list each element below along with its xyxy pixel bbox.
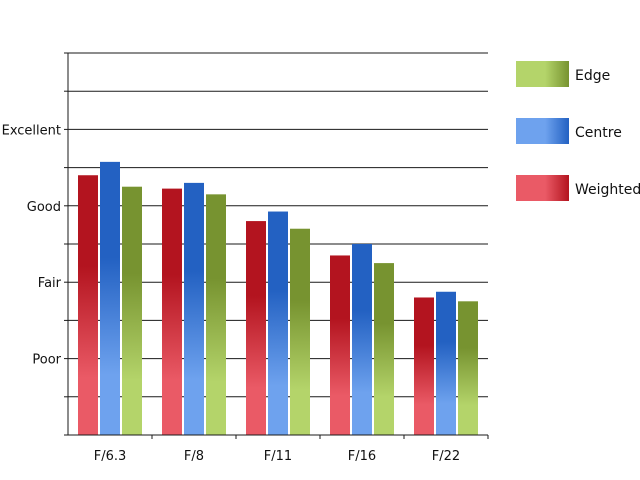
bar-edge-f-8	[206, 194, 226, 435]
x-tick-labels: F/6.3 F/8 F/11 F/16 F/22	[94, 449, 460, 464]
legend-swatch-centre	[516, 118, 569, 144]
x-tick-label-f-11: F/11	[264, 449, 292, 464]
bar-weighted-f-16	[330, 255, 350, 435]
legend-label-edge: Edge	[575, 68, 610, 84]
axes	[64, 52, 489, 439]
bar-weighted-f-8	[162, 188, 182, 435]
legend-label-weighted: Weighted	[575, 182, 640, 198]
bar-weighted-f-11	[246, 221, 266, 435]
x-tick-label-f-16: F/16	[348, 449, 376, 464]
legend-swatch-weighted	[516, 175, 569, 201]
y-tick-label-fair: Fair	[38, 276, 62, 291]
legend-swatch-edge	[516, 61, 569, 87]
y-tick-label-excellent: Excellent	[2, 123, 61, 138]
bar-centre-f-6-3	[100, 161, 120, 435]
bar-edge-f-11	[290, 228, 310, 435]
y-tick-label-poor: Poor	[32, 353, 61, 368]
bar-centre-f-16	[352, 244, 372, 435]
bar-centre-f-11	[268, 211, 288, 435]
bar-edge-f-22	[458, 301, 478, 435]
x-tick-label-f-22: F/22	[432, 449, 460, 464]
bar-edge-f-6-3	[122, 186, 142, 435]
legend-label-centre: Centre	[575, 125, 622, 141]
y-tick-labels: Poor Fair Good Excellent	[2, 123, 62, 367]
y-tick-label-good: Good	[27, 200, 61, 215]
x-tick-label-f-8: F/8	[184, 449, 204, 464]
bar-weighted-f-6-3	[78, 175, 98, 436]
bar-centre-f-22	[436, 291, 456, 435]
bar-weighted-f-22	[414, 297, 434, 435]
x-tick-label-f-6-3: F/6.3	[94, 449, 127, 464]
bar-centre-f-8	[184, 182, 204, 435]
bars	[78, 161, 478, 436]
bar-edge-f-16	[374, 263, 394, 435]
legend: Edge Centre Weighted	[516, 61, 640, 201]
